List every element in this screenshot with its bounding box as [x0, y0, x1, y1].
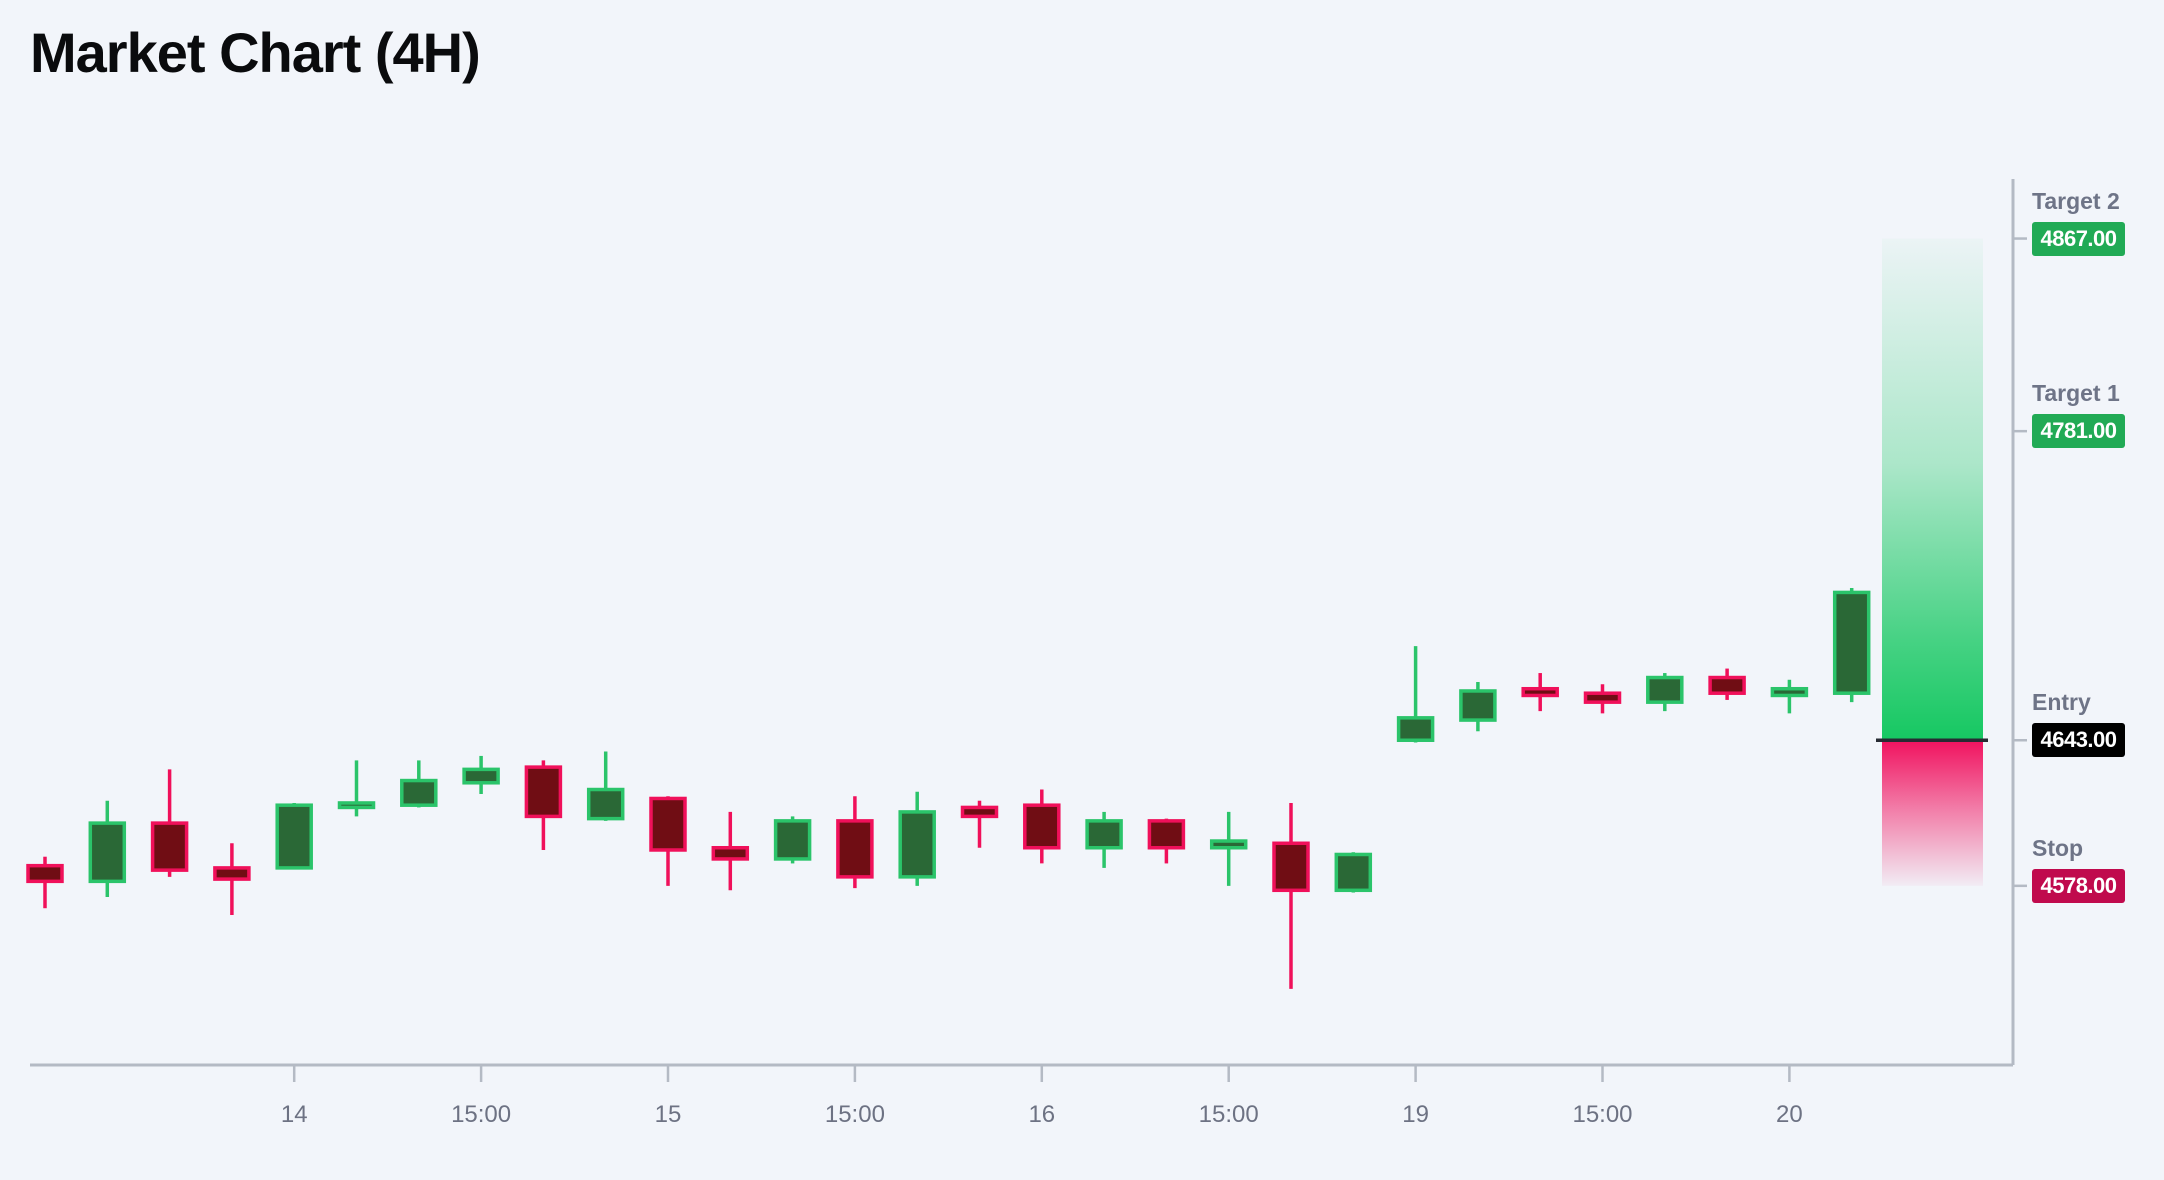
candle[interactable] — [1272, 802, 1310, 989]
candle-body — [1334, 852, 1373, 893]
candle[interactable] — [462, 755, 500, 794]
candle-body — [773, 819, 812, 861]
candle[interactable] — [275, 802, 313, 870]
candle[interactable] — [1770, 679, 1809, 714]
candle[interactable] — [213, 843, 251, 915]
candle[interactable] — [1085, 811, 1123, 868]
candle-body — [1459, 689, 1497, 722]
candle[interactable] — [1521, 673, 1559, 712]
candle-body — [1396, 716, 1435, 742]
level-label-target-1: Target 1 — [2032, 380, 2120, 407]
candle-body — [1147, 819, 1186, 850]
price-badge-entry[interactable]: 4643.00 — [2032, 723, 2125, 758]
level-label-stop: Stop — [2032, 834, 2084, 861]
candle-body — [26, 863, 64, 884]
candle-body — [960, 805, 999, 819]
candle-body — [524, 765, 563, 819]
loss-zone — [1882, 740, 1983, 886]
candle[interactable] — [586, 751, 625, 821]
candle-body — [836, 819, 874, 879]
x-tick-label: 15 — [655, 1101, 682, 1128]
candle-body — [649, 796, 687, 852]
candle-body — [1708, 675, 1746, 695]
level-label-entry: Entry — [2032, 689, 2091, 716]
candle[interactable] — [88, 800, 127, 898]
level-target-1: Target 1 4781.00 — [2032, 379, 2152, 449]
candle-body — [275, 803, 313, 870]
candle-body — [1272, 841, 1310, 893]
x-tick-label: 20 — [1776, 1101, 1803, 1128]
candle-body — [150, 821, 189, 872]
candle-body — [213, 866, 251, 881]
candle[interactable] — [337, 760, 376, 817]
candle[interactable] — [711, 811, 750, 891]
candle-body — [1023, 803, 1061, 850]
x-tick-label: 15:00 — [451, 1101, 511, 1128]
candle[interactable] — [649, 796, 687, 886]
candle[interactable] — [150, 769, 189, 877]
candle-body — [462, 767, 500, 785]
candle-body — [1832, 590, 1871, 695]
candle[interactable] — [1583, 684, 1622, 714]
level-stop: Stop 4578.00 — [2032, 834, 2152, 903]
candle[interactable] — [898, 791, 936, 886]
candle[interactable] — [1334, 852, 1373, 893]
page-title: Market Chart (4H) — [30, 21, 481, 84]
candle[interactable] — [1459, 682, 1497, 732]
candle[interactable] — [960, 800, 999, 848]
candle-body — [1646, 675, 1684, 704]
price-badge-target-1[interactable]: 4781.00 — [2032, 414, 2125, 449]
price-badge-stop[interactable]: 4578.00 — [2032, 868, 2125, 903]
candle[interactable] — [1023, 789, 1061, 864]
candle-body — [898, 810, 936, 879]
candle[interactable] — [26, 856, 64, 909]
candle[interactable] — [1396, 646, 1435, 743]
candle[interactable] — [1147, 818, 1186, 864]
candle-body — [1209, 839, 1248, 850]
level-label-target-2: Target 2 — [2032, 187, 2120, 214]
x-tick-label: 15:00 — [1572, 1101, 1632, 1128]
candle-body — [1770, 686, 1809, 698]
candle-body — [1521, 686, 1559, 698]
x-tick-label: 16 — [1028, 1101, 1055, 1128]
x-tick-label: 15:00 — [825, 1101, 885, 1128]
x-tick-label: 14 — [281, 1101, 308, 1128]
candle-body — [711, 845, 750, 861]
candle[interactable] — [1708, 668, 1746, 700]
candle[interactable] — [773, 816, 812, 864]
profit-zone — [1882, 238, 1983, 741]
candle-body — [1583, 691, 1622, 704]
level-entry: Entry 4643.00 — [2032, 688, 2152, 758]
price-badge-target-2[interactable]: 4867.00 — [2032, 221, 2125, 256]
candle[interactable] — [1832, 587, 1871, 703]
candle[interactable] — [524, 760, 563, 850]
candle-body — [88, 821, 127, 884]
x-tick-label: 15:00 — [1199, 1101, 1259, 1128]
candle-body — [400, 778, 438, 807]
candle-body — [337, 801, 376, 810]
candle-body — [1085, 819, 1123, 850]
level-target-2: Target 2 4867.00 — [2032, 187, 2152, 256]
x-tick-label: 19 — [1402, 1101, 1429, 1128]
candle-body — [586, 787, 625, 821]
candle[interactable] — [836, 796, 874, 889]
candle[interactable] — [1646, 673, 1684, 712]
candle[interactable] — [400, 760, 438, 808]
candle[interactable] — [1209, 811, 1248, 886]
